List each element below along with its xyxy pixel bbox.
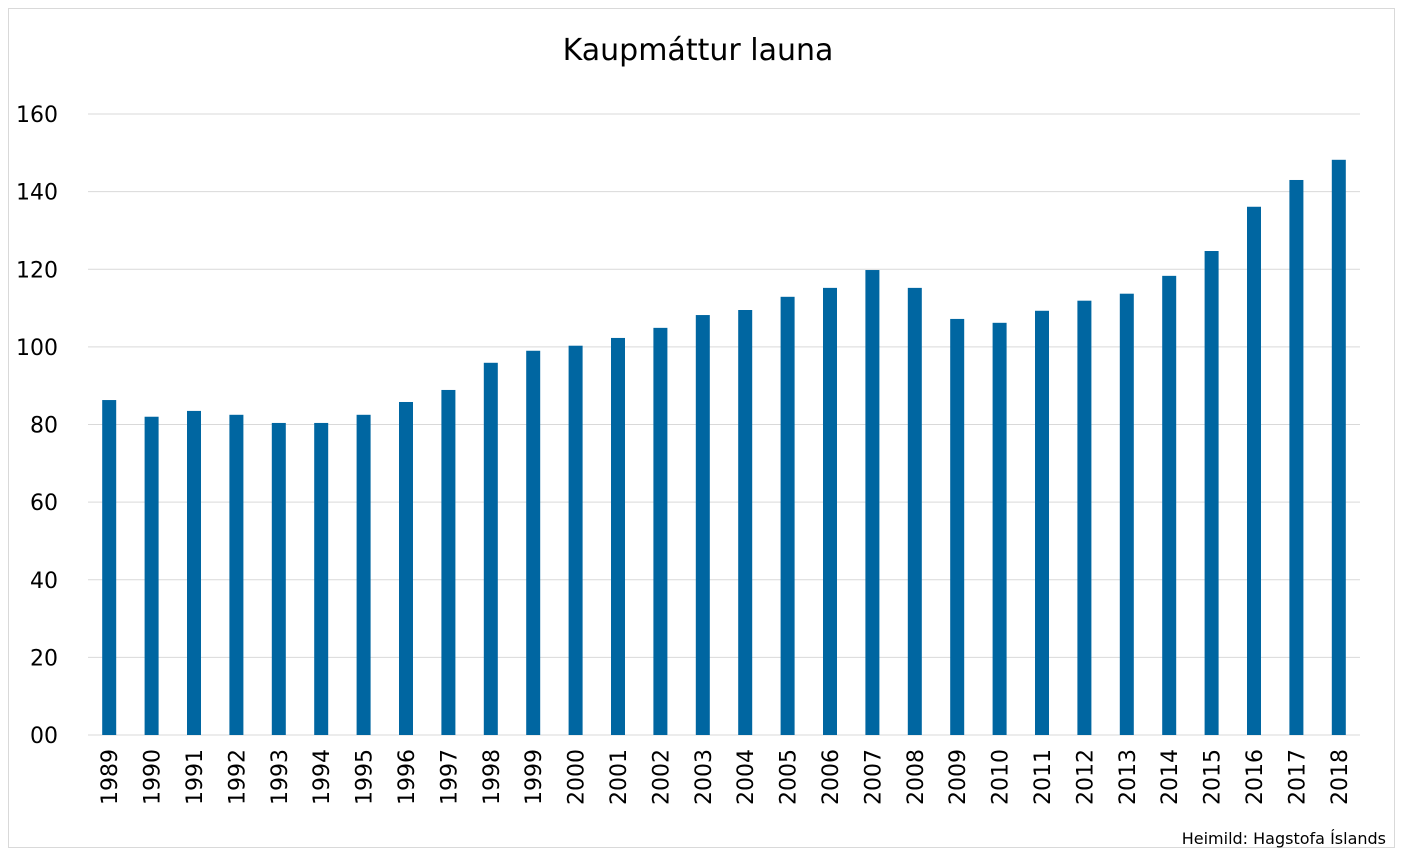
bar [1331, 159, 1346, 735]
bar [1035, 310, 1049, 735]
bar [1077, 300, 1092, 735]
x-tick-label: 1995 [353, 749, 378, 805]
source-note: Heimild: Hagstofa Íslands [1182, 829, 1386, 848]
x-tick-label: 2010 [989, 749, 1014, 805]
bar [1204, 251, 1219, 735]
bar [1119, 293, 1134, 735]
y-tick-label: 140 [16, 181, 58, 206]
bar [271, 422, 286, 735]
x-tick-label: 2005 [777, 749, 802, 805]
bar [907, 287, 922, 735]
x-tick-label: 1989 [98, 749, 123, 805]
bar [738, 310, 753, 735]
x-tick-label: 2008 [904, 749, 929, 805]
bar [356, 414, 371, 735]
x-tick-label: 2017 [1285, 749, 1310, 805]
bar [611, 337, 625, 735]
bar [187, 410, 201, 735]
x-tick-label: 1994 [310, 749, 335, 805]
bar [653, 327, 668, 735]
bar [102, 400, 117, 735]
bar [229, 414, 244, 735]
x-tick-label: 2015 [1201, 749, 1226, 805]
x-tick-label: 1993 [268, 749, 293, 805]
x-tick-label: 2013 [1116, 749, 1141, 805]
x-tick-label: 1992 [225, 749, 250, 805]
bar [483, 362, 498, 735]
x-tick-label: 2018 [1328, 749, 1353, 805]
x-tick-label: 2002 [649, 749, 674, 805]
bar [695, 315, 710, 735]
y-tick-label: 100 [16, 336, 58, 361]
y-tick-label: 120 [16, 258, 58, 283]
x-tick-label: 1991 [183, 749, 208, 805]
x-tick-label: 2001 [607, 749, 632, 805]
chart-title: Kaupmáttur launa [563, 33, 834, 68]
x-tick-label: 2007 [861, 749, 886, 805]
y-tick-label: 00 [30, 724, 58, 749]
x-tick-label: 2009 [946, 749, 971, 805]
x-tick-label: 2011 [1031, 749, 1056, 805]
x-tick-label: 2014 [1158, 749, 1183, 805]
x-tick-label: 1999 [522, 749, 547, 805]
x-tick-label: 1997 [437, 749, 462, 805]
x-tick-label: 2004 [734, 749, 759, 805]
bar [1162, 275, 1177, 735]
y-tick-label: 80 [30, 414, 58, 439]
y-tick-label: 40 [30, 569, 58, 594]
bar [1289, 179, 1304, 735]
y-tick-label: 20 [30, 646, 58, 671]
x-tick-label: 1990 [141, 749, 166, 805]
bar [992, 322, 1007, 735]
bar [568, 345, 583, 735]
bar [1247, 206, 1261, 736]
x-tick-label: 1998 [480, 749, 505, 805]
bar [780, 296, 795, 735]
bar [950, 318, 965, 735]
x-tick-label: 2006 [819, 749, 844, 805]
x-tick-label: 2003 [692, 749, 717, 805]
x-tick-label: 2000 [565, 749, 590, 805]
bar [865, 270, 880, 735]
bar [526, 350, 541, 735]
bar [823, 287, 837, 735]
y-tick-label: 160 [16, 103, 58, 128]
bar [441, 389, 456, 735]
x-tick-label: 2012 [1073, 749, 1098, 805]
bar [144, 416, 159, 735]
x-tick-label: 1996 [395, 749, 420, 805]
bar [399, 401, 413, 735]
x-tick-label: 2016 [1243, 749, 1268, 805]
y-tick-label: 60 [30, 491, 58, 516]
bar [314, 422, 329, 735]
